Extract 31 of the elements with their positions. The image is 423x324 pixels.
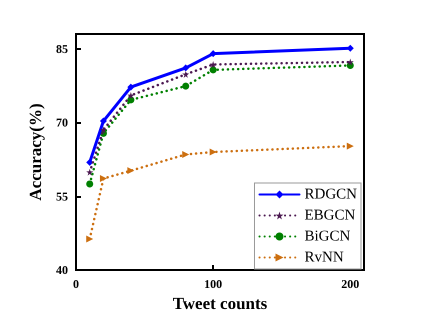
y-tick-label: 40 — [56, 263, 68, 277]
legend-label: RvNN — [304, 250, 344, 266]
x-axis-title: Tweet counts — [172, 294, 268, 313]
point — [127, 167, 134, 174]
point — [86, 180, 94, 188]
point — [346, 58, 354, 66]
point — [210, 60, 217, 68]
point — [127, 92, 134, 99]
point — [182, 64, 190, 72]
y-axis-title: Accuracy(%) — [26, 103, 45, 201]
point — [127, 84, 134, 91]
point — [100, 175, 107, 182]
x-tick-label: 200 — [341, 277, 360, 291]
point — [182, 82, 190, 90]
point — [100, 118, 107, 125]
legend-label: BiGCN — [304, 228, 350, 244]
y-tick-label: 70 — [56, 116, 68, 130]
point — [100, 126, 107, 134]
point — [182, 70, 190, 78]
legend-label: EBGCN — [304, 208, 356, 224]
point — [210, 66, 217, 74]
x-tick-label: 0 — [73, 277, 79, 291]
point — [86, 158, 94, 166]
y-tick-label: 85 — [56, 42, 68, 56]
point — [86, 168, 94, 176]
y-tick-label: 55 — [56, 189, 68, 204]
point — [182, 150, 190, 158]
point — [346, 142, 354, 150]
x-tick-label: 100 — [204, 277, 222, 291]
legend-label: RDGCN — [304, 186, 358, 202]
point — [86, 236, 94, 243]
